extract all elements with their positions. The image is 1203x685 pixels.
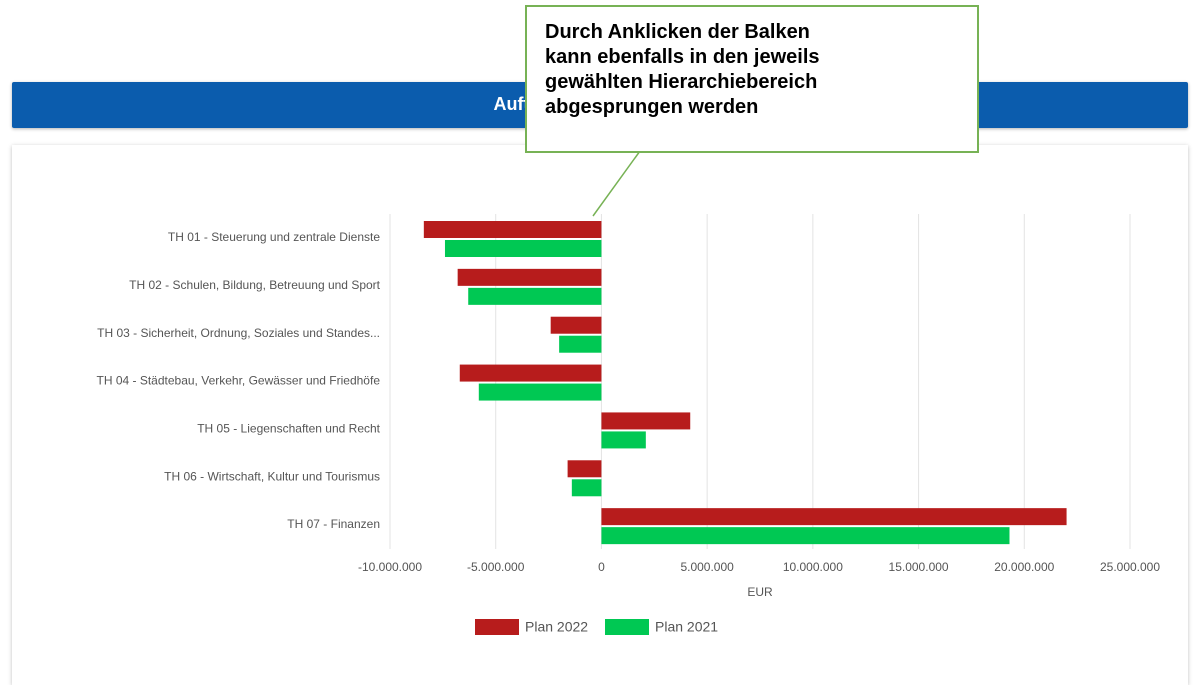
x-tick-label: -5.000.000 — [467, 560, 525, 574]
bar[interactable] — [567, 460, 602, 478]
legend-label: Plan 2021 — [655, 619, 718, 635]
x-tick-label: 10.000.000 — [783, 560, 843, 574]
callout-text: Durch Anklicken der Balken — [545, 21, 810, 43]
callout-text: abgesprungen werden — [545, 96, 759, 118]
bar[interactable] — [423, 221, 602, 238]
bar[interactable] — [444, 240, 602, 257]
bar[interactable] — [457, 268, 602, 286]
x-tick-label: 0 — [598, 560, 605, 574]
bar[interactable] — [601, 508, 1067, 526]
y-tick-label: TH 04 - Städtebau, Verkehr, Gewässer und… — [97, 374, 381, 388]
legend-label: Plan 2022 — [525, 619, 588, 635]
y-tick-label: TH 01 - Steuerung und zentrale Dienste — [168, 230, 380, 244]
y-tick-label: TH 07 - Finanzen — [287, 517, 380, 531]
legend-swatch — [605, 619, 649, 635]
x-tick-label: 5.000.000 — [680, 560, 734, 574]
legend-swatch — [475, 619, 519, 635]
x-axis-label: EUR — [747, 585, 773, 599]
y-tick-label: TH 05 - Liegenschaften und Recht — [197, 422, 380, 436]
y-tick-label: TH 03 - Sicherheit, Ordnung, Soziales un… — [97, 326, 380, 340]
bar[interactable] — [550, 316, 602, 334]
callout-pointer — [592, 150, 641, 217]
x-tick-label: -10.000.000 — [358, 560, 422, 574]
bar[interactable] — [601, 431, 646, 449]
x-tick-label: 20.000.000 — [994, 560, 1054, 574]
y-tick-label: TH 02 - Schulen, Bildung, Betreuung und … — [129, 278, 380, 292]
bar[interactable] — [601, 412, 691, 430]
bar[interactable] — [478, 383, 602, 401]
callout-text: kann ebenfalls in den jeweils — [545, 46, 820, 68]
bar[interactable] — [559, 335, 602, 353]
callout: Durch Anklicken der Balken kann ebenfalls… — [525, 5, 979, 153]
bar[interactable] — [601, 527, 1010, 545]
bar[interactable] — [468, 287, 602, 305]
bar[interactable] — [571, 479, 602, 497]
x-tick-label: 15.000.000 — [889, 560, 949, 574]
x-tick-label: 25.000.000 — [1100, 560, 1160, 574]
callout-text: gewählten Hierarchiebereich — [545, 71, 818, 93]
bar[interactable] — [459, 364, 602, 382]
y-tick-label: TH 06 - Wirtschaft, Kultur und Tourismus — [164, 469, 380, 483]
